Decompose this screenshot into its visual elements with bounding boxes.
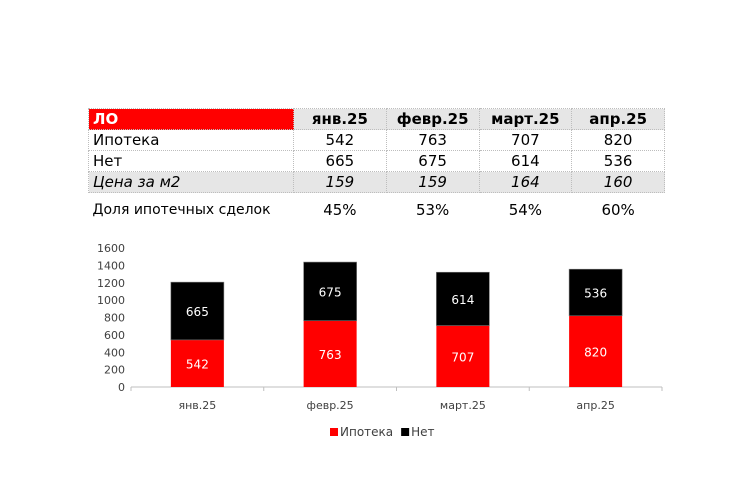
y-tick-label: 1600 [97, 242, 125, 255]
data-label: 536 [584, 286, 607, 300]
bar-net [436, 271, 490, 326]
bar-net [568, 268, 623, 317]
cell: 53% [415, 201, 450, 219]
x-tick-label: янв.25 [178, 399, 216, 412]
cell: 159 [385, 171, 480, 193]
table-header-row: ЛО янв.25 февр.25 март.25 апр.25 [88, 108, 665, 130]
col-header: янв.25 [293, 108, 387, 130]
legend-label: Нет [411, 425, 434, 439]
cell: 60% [601, 201, 635, 219]
bar-ipoteka [569, 315, 623, 387]
y-tick-label: 400 [104, 346, 125, 359]
legend-swatch [330, 428, 338, 436]
y-tick-label: 800 [104, 312, 125, 325]
data-label: 542 [186, 357, 209, 371]
data-label: 820 [584, 345, 607, 359]
row-label: Доля ипотечных сделок [92, 202, 271, 218]
x-tick-label: март.25 [440, 399, 486, 412]
legend-label: Ипотека [340, 425, 393, 439]
y-tick-label: 200 [104, 364, 125, 377]
table-row: Цена за м2 159 159 164 160 [88, 171, 665, 193]
cell: 614 [478, 150, 573, 172]
table-row: Доля ипотечных сделок 45% 53% 54% 60% [89, 193, 665, 228]
bar-ipoteka [303, 320, 357, 387]
cell: 820 [571, 129, 665, 151]
data-label: 665 [186, 305, 209, 319]
table-row: Ипотека 542 763 707 820 [88, 129, 665, 151]
cell: 542 [293, 129, 387, 151]
cell: 164 [478, 171, 573, 193]
cell: 54% [508, 201, 543, 219]
row-label: Нет [88, 150, 294, 172]
col-header: апр.25 [571, 108, 665, 130]
x-tick-label: апр.25 [576, 399, 614, 412]
legend-swatch [401, 428, 410, 436]
x-tick-label: февр.25 [307, 399, 354, 412]
data-label: 763 [319, 348, 342, 362]
col-header: февр.25 [385, 108, 480, 130]
cell: 763 [385, 129, 480, 151]
bar-ipoteka [436, 325, 490, 387]
y-tick-label: 0 [118, 381, 125, 394]
data-table: ЛО янв.25 февр.25 март.25 апр.25 Ипотека… [88, 108, 665, 227]
cell: 160 [571, 171, 665, 193]
row-label: Цена за м2 [88, 171, 294, 193]
bar-ipoteka [170, 339, 224, 387]
y-tick-label: 1400 [97, 259, 125, 272]
data-label: 707 [451, 350, 474, 364]
cell: 159 [293, 171, 387, 193]
data-label: 675 [319, 285, 342, 299]
table-corner: ЛО [88, 108, 294, 130]
y-tick-label: 1000 [97, 294, 125, 307]
data-label: 614 [451, 293, 474, 307]
bar-net [170, 281, 225, 341]
cell: 45% [323, 201, 357, 219]
y-tick-label: 600 [104, 329, 125, 342]
bar-net [303, 261, 357, 322]
y-tick-label: 1200 [97, 277, 125, 290]
